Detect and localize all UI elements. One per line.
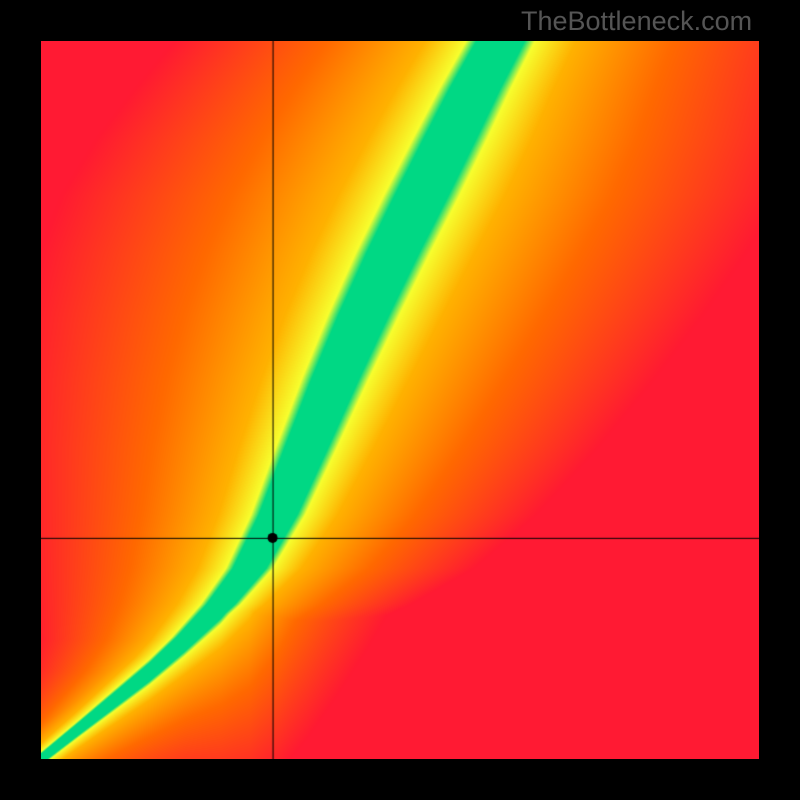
- bottleneck-heatmap: [41, 41, 759, 759]
- watermark-text: TheBottleneck.com: [521, 6, 752, 37]
- chart-container: TheBottleneck.com: [0, 0, 800, 800]
